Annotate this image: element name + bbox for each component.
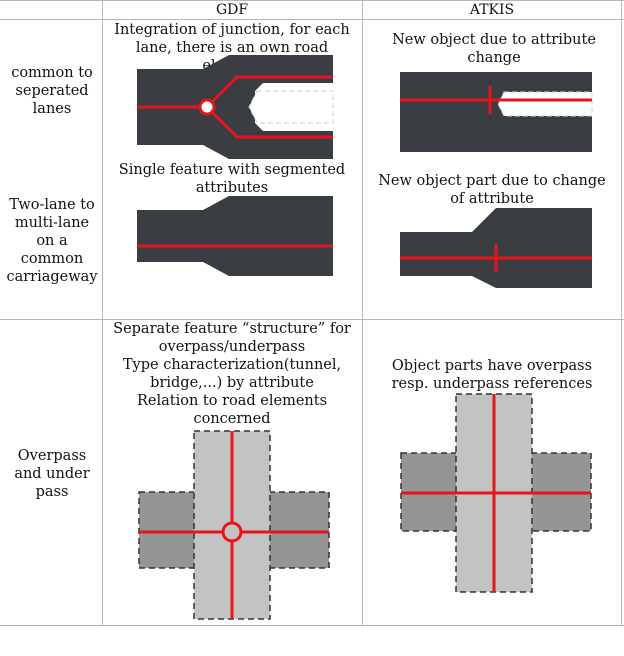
row-label-separated-lanes: common to seperated lanes <box>11 65 93 117</box>
caption-line: Separate feature “structure” for <box>113 321 351 337</box>
centerline-upper <box>205 75 333 109</box>
caption-line: bridge,...) by attribute <box>150 375 314 391</box>
header-divider <box>0 19 624 20</box>
gdf-overpass-diagram <box>138 430 330 620</box>
atkis-separated-caption: New object due to attribute change <box>392 32 596 66</box>
lane-gap <box>497 91 593 117</box>
gdf-multilane-diagram <box>137 196 333 276</box>
gdf-multilane-caption: Single feature with segmented attributes <box>118 162 346 196</box>
column-divider-2 <box>362 0 363 626</box>
gdf-junction-diagram <box>137 55 334 159</box>
road-surface <box>137 55 333 159</box>
atkis-multilane-caption: New object part due to change of attribu… <box>378 173 606 207</box>
column-divider-1 <box>102 0 103 626</box>
gdf-column-header: GDF <box>215 2 249 18</box>
row-label-multi-lane: Two-lane to multi-lane on a common carri… <box>6 197 98 285</box>
atkis-junction-diagram <box>400 72 593 152</box>
row-divider <box>0 319 624 320</box>
atkis-overpass-diagram <box>400 393 592 593</box>
row-label-overpass: Overpass and under pass <box>14 448 90 500</box>
atkis-multilane-diagram <box>400 208 592 288</box>
centerline-lower <box>205 105 333 139</box>
table-border-bottom <box>0 625 624 626</box>
junction-node <box>198 98 216 116</box>
table-border-right <box>621 0 622 626</box>
table-border-top <box>0 0 624 1</box>
caption-line: concerned <box>193 411 271 427</box>
caption-line: Type characterization(tunnel, <box>122 357 342 373</box>
lane-gap <box>248 90 334 124</box>
caption-line: overpass/underpass <box>158 339 306 355</box>
junction-node <box>221 521 243 543</box>
caption-line: Relation to road elements <box>136 393 328 409</box>
gdf-overpass-caption: Separate feature “structure” for overpas… <box>106 320 358 428</box>
road-surface <box>137 196 333 276</box>
atkis-column-header: ATKIS <box>469 2 515 18</box>
atkis-overpass-caption: Object parts have overpass resp. underpa… <box>391 358 593 392</box>
